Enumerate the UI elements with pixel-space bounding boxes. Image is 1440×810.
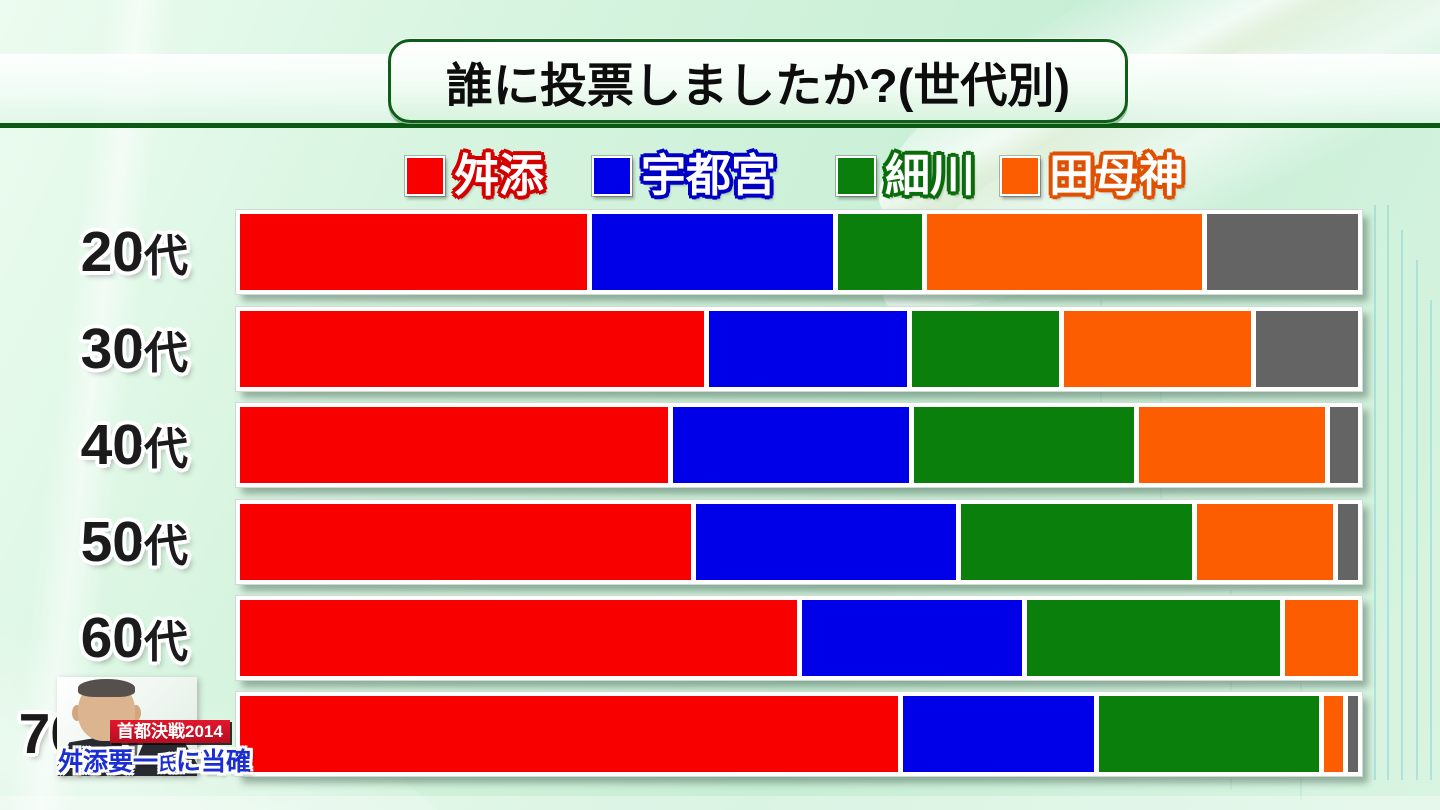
legend-label: 舛添 xyxy=(454,150,545,201)
cyan-line xyxy=(1230,590,1232,790)
bar-segment-細川 xyxy=(912,311,1060,387)
age-label-number: 60 xyxy=(80,606,144,670)
bar-segment-other xyxy=(1329,407,1358,483)
stacked-bar xyxy=(236,596,1362,680)
age-label: 20 代 xyxy=(0,210,218,294)
bar-segment-細川 xyxy=(1099,696,1319,772)
event-badge: 首都決戦2014 xyxy=(110,720,230,743)
legend-swatch xyxy=(1000,156,1040,196)
bar-segment-other xyxy=(1256,311,1358,387)
age-label-number: 50 xyxy=(80,510,144,574)
bar-segment-宇都宮 xyxy=(696,504,956,580)
chart-row-30代: 30 代 xyxy=(0,307,1440,391)
age-label: 60 代 xyxy=(0,596,218,680)
bar-segment-舛添 xyxy=(240,696,899,772)
bar-segment-田母神 xyxy=(1197,504,1333,580)
age-label: 50 代 xyxy=(0,500,218,584)
cyan-line xyxy=(1374,205,1376,780)
bar-segment-田母神 xyxy=(1139,407,1325,483)
bar-segment-細川 xyxy=(960,504,1193,580)
age-label-number: 40 xyxy=(80,413,144,477)
legend-swatch xyxy=(405,156,445,196)
stacked-bar xyxy=(236,403,1362,487)
bar-segment-宇都宮 xyxy=(903,696,1095,772)
age-label: 30 代 xyxy=(0,307,218,391)
bar-segment-細川 xyxy=(914,407,1135,483)
honorific: 氏 xyxy=(158,754,177,774)
age-label-suffix: 代 xyxy=(144,618,188,667)
bar-segment-other xyxy=(1337,504,1359,580)
chart-row-20代: 20 代 xyxy=(0,210,1440,294)
legend-label: 細川 xyxy=(885,150,976,201)
bar-segment-宇都宮 xyxy=(802,600,1022,676)
bar-segment-舛添 xyxy=(240,311,705,387)
bar-segment-舛添 xyxy=(240,214,588,290)
bar-segment-舛添 xyxy=(240,600,798,676)
bar-segment-舛添 xyxy=(240,407,668,483)
legend-item-1: 舛添 xyxy=(405,152,544,200)
bar-segment-other xyxy=(1347,696,1358,772)
chart-row-70代以上: 70代以上 xyxy=(0,692,1440,776)
bar-segment-田母神 xyxy=(927,214,1202,290)
cyan-line xyxy=(1416,260,1418,780)
bar-segment-舛添 xyxy=(240,504,692,580)
chart-row-50代: 50 代 xyxy=(0,500,1440,584)
legend-swatch xyxy=(592,156,632,196)
legend-item-3: 細川 xyxy=(836,152,975,200)
bar-segment-細川 xyxy=(1026,600,1280,676)
legend-label: 宇都宮 xyxy=(641,150,777,201)
headline-suffix: に当確 xyxy=(176,748,252,776)
bg-bottom-band xyxy=(0,796,1440,810)
bar-segment-田母神 xyxy=(1284,600,1358,676)
bar-segment-細川 xyxy=(838,214,923,290)
stacked-bar xyxy=(236,307,1362,391)
winner-headline: 舛添要一氏に当確 xyxy=(58,742,251,778)
age-label-suffix: 代 xyxy=(144,232,188,281)
winner-name: 舛添要一 xyxy=(58,748,159,776)
stacked-bar xyxy=(236,500,1362,584)
bar-segment-宇都宮 xyxy=(709,311,908,387)
legend-swatch xyxy=(836,156,876,196)
bar-segment-other xyxy=(1206,214,1358,290)
legend-item-4: 田母神 xyxy=(1000,152,1184,200)
age-label-suffix: 代 xyxy=(144,329,188,378)
bar-segment-田母神 xyxy=(1323,696,1343,772)
cyan-line xyxy=(1430,300,1432,780)
stacked-bar xyxy=(236,692,1362,776)
age-label-number: 30 xyxy=(80,317,144,381)
age-label-suffix: 代 xyxy=(144,425,188,474)
stacked-bar xyxy=(236,210,1362,294)
legend-item-2: 宇都宮 xyxy=(592,152,776,200)
cyan-line xyxy=(1401,230,1403,780)
bar-segment-宇都宮 xyxy=(672,407,910,483)
page-title: 誰に投票しましたか?(世代別) xyxy=(445,58,1070,112)
legend-label: 田母神 xyxy=(1049,150,1185,201)
age-label: 40 代 xyxy=(0,403,218,487)
bar-segment-宇都宮 xyxy=(592,214,834,290)
chart-row-60代: 60 代 xyxy=(0,596,1440,680)
cyan-line xyxy=(1387,205,1389,780)
title-pill: 誰に投票しましたか?(世代別) xyxy=(388,39,1128,123)
age-label-number: 20 xyxy=(80,220,144,284)
chart-row-40代: 40 代 xyxy=(0,403,1440,487)
photo-hair xyxy=(78,679,135,697)
age-label-suffix: 代 xyxy=(144,522,188,571)
bar-segment-田母神 xyxy=(1064,311,1252,387)
